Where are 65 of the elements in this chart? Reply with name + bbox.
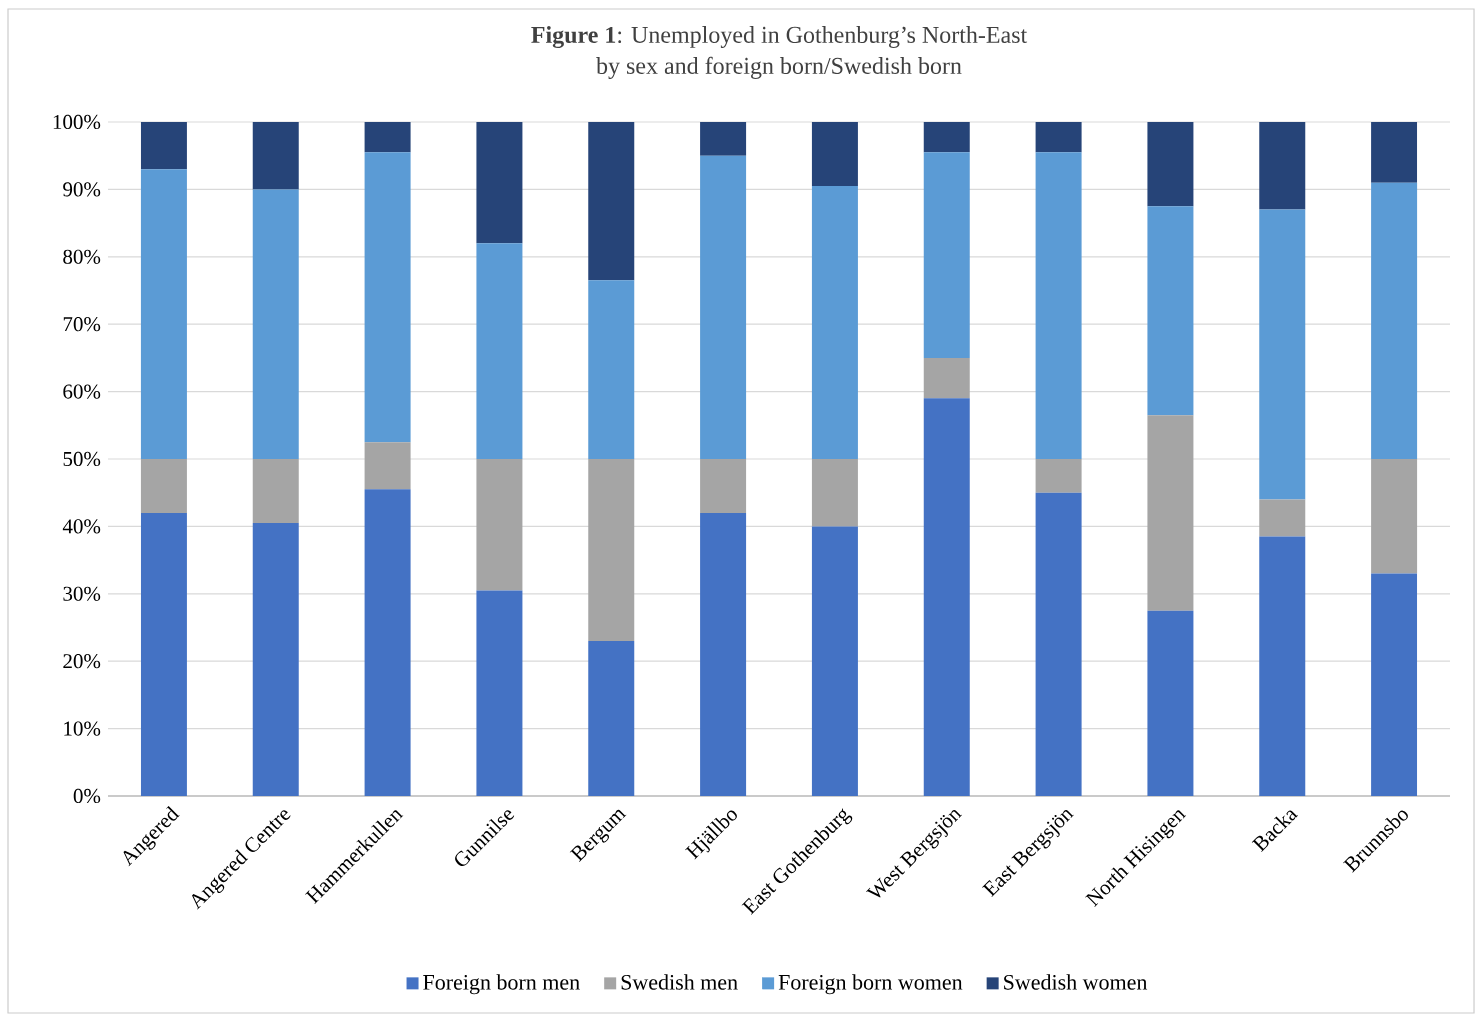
bar	[476, 458, 523, 591]
y-tick-label: 100%	[53, 114, 101, 130]
bar	[476, 243, 523, 459]
bar	[1259, 209, 1306, 500]
bar	[1035, 458, 1082, 493]
y-tick-label: 10%	[64, 721, 101, 736]
legend-label: Foreign born women	[778, 974, 963, 995]
bar	[923, 152, 970, 358]
bar	[700, 155, 747, 459]
y-tick-label: 20%	[63, 654, 101, 669]
bar	[140, 512, 187, 796]
y-tick-label: 80%	[63, 249, 101, 264]
y-tick-label: 60%	[63, 384, 101, 399]
bar	[1371, 182, 1418, 459]
bar	[1259, 121, 1306, 210]
legend-label: Swedish women	[1004, 974, 1148, 990]
bar	[700, 458, 747, 513]
bar	[700, 121, 747, 156]
bar	[1147, 610, 1194, 796]
bar	[476, 590, 523, 796]
chart-subtitle: by sex and foreign born/Swedish born	[596, 56, 962, 79]
bar	[1035, 152, 1082, 459]
bar	[1259, 536, 1306, 796]
bar	[1147, 415, 1194, 611]
bar	[700, 512, 747, 796]
y-tick-label: 50%	[63, 451, 101, 467]
y-tick-label: 70%	[63, 317, 101, 332]
bar	[811, 458, 858, 527]
bar	[811, 526, 858, 796]
y-tick-label: 30%	[63, 586, 101, 601]
bar	[1371, 121, 1418, 183]
bar	[588, 640, 635, 796]
y-tick-label: 40%	[62, 519, 101, 534]
bar	[588, 121, 635, 281]
bar	[923, 357, 970, 399]
bar	[923, 398, 970, 796]
bar	[811, 186, 858, 459]
bar	[1147, 121, 1194, 207]
bar	[252, 189, 299, 459]
bar	[1035, 492, 1082, 796]
bar	[588, 458, 635, 641]
bar	[364, 442, 411, 490]
y-tick-label: 0%	[73, 788, 101, 804]
bar	[140, 169, 187, 459]
bar	[140, 121, 187, 170]
bar	[588, 280, 635, 459]
bar	[252, 458, 299, 524]
legend-label: Foreign born men	[423, 974, 580, 995]
bar	[1371, 458, 1418, 574]
bar	[364, 152, 411, 443]
bar	[1147, 206, 1194, 416]
bar	[476, 121, 523, 244]
bar	[252, 121, 299, 190]
bar	[811, 121, 858, 187]
chart-title: Figure 1: Unemployed in Gothenburg’s North-East	[531, 26, 1028, 49]
bar	[1371, 573, 1418, 796]
bar	[140, 458, 187, 513]
legend-label: Swedish men	[621, 974, 738, 990]
bar	[1259, 499, 1306, 537]
y-tick-label: 90%	[63, 182, 101, 197]
bar	[364, 121, 411, 153]
bar	[364, 489, 411, 796]
bar	[923, 121, 970, 153]
bar	[252, 523, 299, 796]
bar	[1035, 121, 1082, 153]
